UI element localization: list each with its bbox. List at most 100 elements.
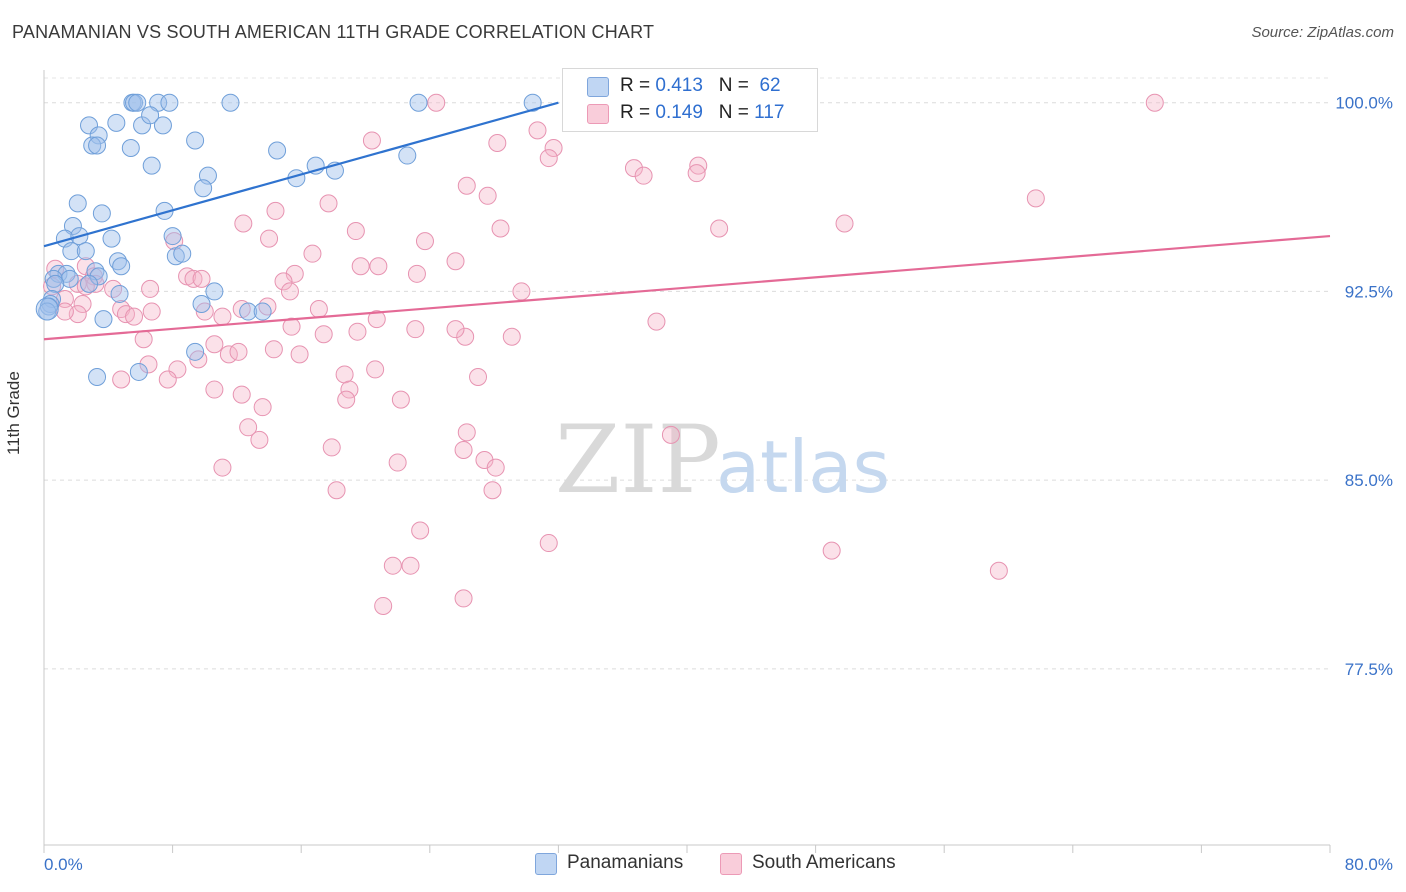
- south-american-point: [454, 440, 473, 459]
- panamanian-point: [192, 295, 211, 314]
- south-american-point: [340, 380, 359, 399]
- panamanian-point: [153, 116, 172, 135]
- south-american-point: [391, 390, 410, 409]
- south-american-point: [319, 194, 338, 213]
- panamanian-point: [221, 93, 240, 112]
- south-american-point: [415, 232, 434, 251]
- south-american-point: [348, 322, 367, 341]
- panamanian-point: [268, 141, 287, 160]
- panamanian-point: [80, 116, 99, 135]
- south-american-point: [457, 176, 476, 195]
- south-american-point: [528, 121, 547, 140]
- south-american-point: [229, 342, 248, 361]
- panamanian-point: [89, 267, 108, 286]
- legend-n-label: N =: [718, 102, 749, 123]
- panamanian-trend-line: [43, 101, 559, 248]
- watermark-zip: ZIP: [555, 406, 721, 515]
- south-american-point: [661, 425, 680, 444]
- panamanian-point: [205, 282, 224, 301]
- south-american-point: [55, 289, 74, 308]
- panamanian-point: [76, 242, 95, 261]
- south-american-point: [274, 272, 293, 291]
- panamanian-point: [62, 242, 81, 261]
- legend-swatch-panamanians: [587, 77, 609, 97]
- south-american-point: [483, 481, 502, 500]
- panamanian-point: [112, 257, 131, 276]
- south-american-point: [260, 229, 279, 248]
- south-american-point: [282, 317, 301, 336]
- south-american-point: [491, 219, 510, 238]
- south-american-point: [234, 214, 253, 233]
- panamanian-point: [63, 217, 82, 236]
- south-american-point: [539, 534, 558, 553]
- south-american-point: [457, 423, 476, 442]
- south-american-point: [374, 596, 393, 615]
- south-american-point: [232, 385, 251, 404]
- series-swatch-panamanians: [535, 853, 557, 875]
- chart-title: PANAMANIAN VS SOUTH AMERICAN 11TH GRADE …: [12, 22, 655, 42]
- series-legend: Panamanians South Americans: [0, 852, 1406, 878]
- south-american-point: [634, 166, 653, 185]
- south-american-point: [309, 300, 328, 319]
- south-american-point: [544, 139, 563, 158]
- panamanian-point: [160, 93, 179, 112]
- south-american-point: [253, 398, 272, 417]
- south-american-point: [383, 556, 402, 575]
- south-american-point: [141, 279, 160, 298]
- south-american-point: [213, 307, 232, 326]
- series-swatch-south-americans: [720, 853, 742, 875]
- south-american-point: [486, 458, 505, 477]
- south-american-point: [401, 556, 420, 575]
- panamanian-point: [94, 310, 113, 329]
- x-tick-label: 0.0%: [44, 855, 83, 874]
- trend-layer: [43, 101, 1331, 341]
- legend-text-panamanians: R = 0.413 N = 62: [620, 75, 781, 97]
- x-tick-label: 80.0%: [1345, 855, 1393, 874]
- panamanian-point: [129, 362, 148, 381]
- south-american-point: [469, 367, 488, 386]
- panamanian-point: [35, 297, 59, 321]
- panamanian-point: [83, 136, 102, 155]
- south-american-point: [502, 327, 521, 346]
- panamanian-point: [253, 302, 272, 321]
- south-american-point: [512, 282, 531, 301]
- axis-layer: [43, 70, 1331, 853]
- south-american-point: [134, 330, 153, 349]
- panamanian-point: [88, 136, 107, 155]
- legend-text-south-americans: R = 0.149 N = 117: [620, 102, 784, 124]
- south-american-point: [407, 264, 426, 283]
- south-american-point: [168, 360, 187, 379]
- south-american-point: [335, 365, 354, 384]
- panamanian-point: [110, 284, 129, 303]
- south-american-point: [362, 131, 381, 150]
- south-american-point: [388, 453, 407, 472]
- panamanian-point: [88, 367, 107, 386]
- south-american-point: [250, 430, 269, 449]
- points-layer: [35, 93, 1164, 615]
- y-tick-label: 92.5%: [1345, 282, 1393, 301]
- south-american-point: [139, 355, 158, 374]
- legend-r-label: R =: [620, 75, 651, 96]
- south-american-point: [337, 390, 356, 409]
- y-tick-label: 77.5%: [1345, 660, 1393, 679]
- panamanian-point: [173, 244, 192, 263]
- south-american-point: [411, 521, 430, 540]
- source-label: Source: ZipAtlas.com: [1251, 24, 1394, 41]
- south-american-trend-line: [43, 234, 1331, 341]
- south-american-point: [125, 307, 144, 326]
- south-american-point: [488, 133, 507, 152]
- south-american-point: [314, 325, 333, 344]
- south-american-point: [76, 277, 95, 296]
- south-american-point: [303, 244, 322, 263]
- south-american-point: [55, 302, 74, 321]
- panamanian-point: [523, 93, 542, 112]
- south-american-point: [367, 310, 386, 329]
- south-american-point: [624, 159, 643, 178]
- south-american-point: [1145, 93, 1164, 112]
- south-american-point: [239, 418, 258, 437]
- panamanian-point: [398, 146, 417, 165]
- south-american-point: [351, 257, 370, 276]
- grid-layer: [44, 77, 1330, 670]
- series-label-south-americans: South Americans: [752, 852, 896, 873]
- panamanian-point: [68, 194, 87, 213]
